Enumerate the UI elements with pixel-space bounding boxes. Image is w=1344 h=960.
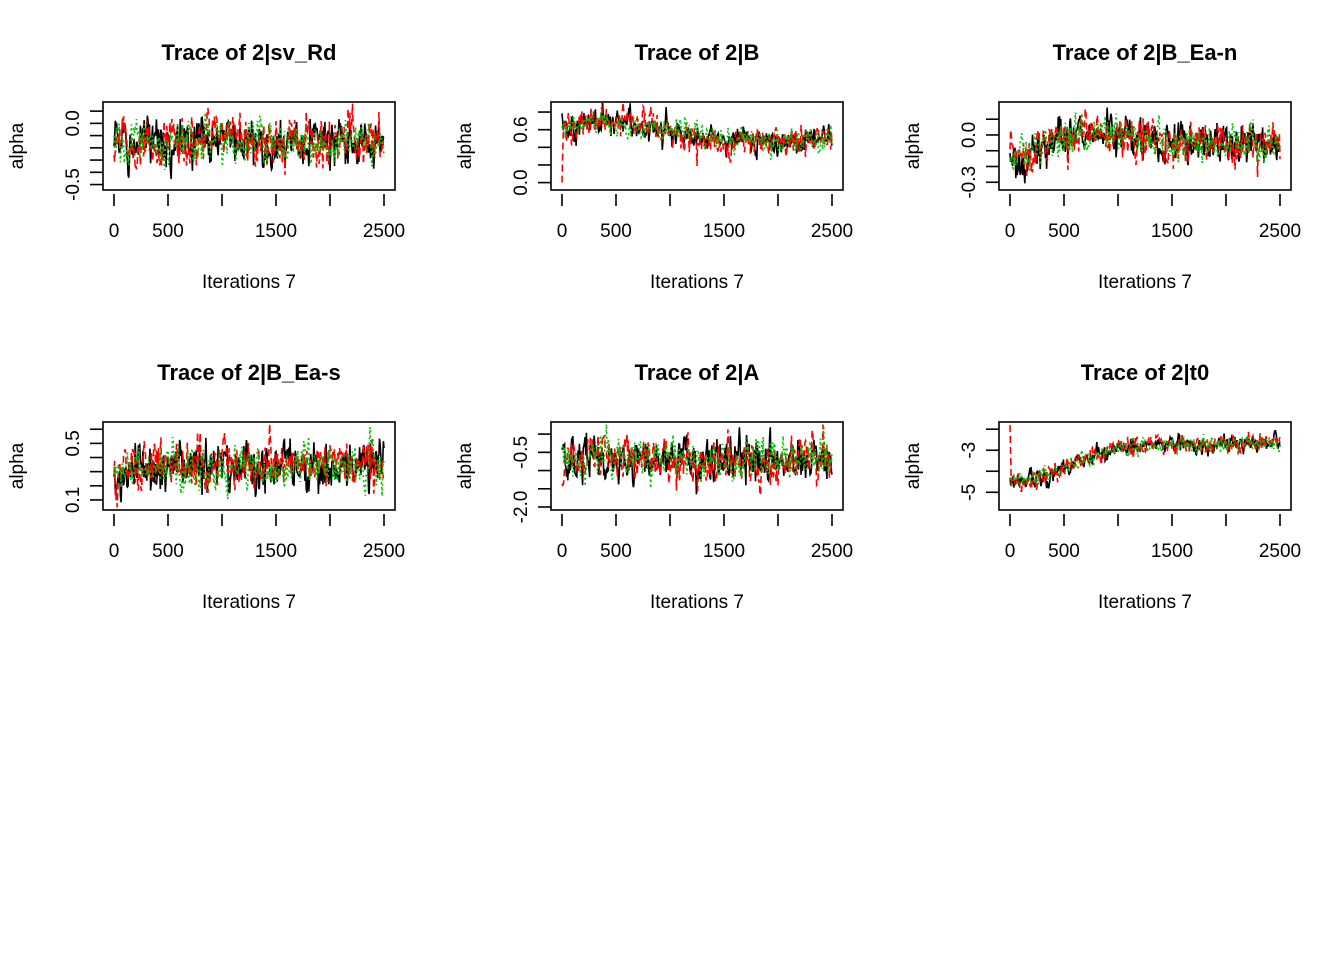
y-tick-label: -3 — [959, 442, 980, 459]
x-tick-label: 0 — [557, 541, 568, 562]
series-line-chain-3 — [1009, 433, 1281, 488]
trace-lines — [561, 103, 833, 183]
trace-panel-1: Trace of 2|sv_Rd 0 500 1500 2500 Iterations 7… — [7, 40, 405, 293]
y-tick-label: -0.5 — [511, 436, 532, 469]
x-axis-label: Iterations 7 — [650, 592, 744, 613]
y-tick-label: 0.0 — [63, 110, 84, 136]
x-tick-label: 1500 — [1151, 541, 1193, 562]
y-axis: -3 -5 — [959, 428, 999, 501]
x-tick-label: 1500 — [255, 541, 297, 562]
x-tick-label: 500 — [152, 541, 184, 562]
plot-frame — [550, 421, 844, 511]
panel-title: Trace of 2|B_Ea-n — [1053, 40, 1238, 65]
x-tick-label: 0 — [1005, 541, 1016, 562]
series-line-chain-3 — [113, 427, 385, 500]
y-tick-label: -0.3 — [959, 166, 980, 199]
trace-lines — [1009, 107, 1281, 184]
series-line-chain-2 — [1009, 424, 1281, 494]
y-axis: 0.0 -0.3 — [959, 118, 999, 199]
trace-lines — [561, 424, 833, 496]
trace-panel-4: Trace of 2|B_Ea-s 0 500 1500 2500 Iterations … — [7, 360, 405, 613]
x-tick-label: 500 — [1048, 541, 1080, 562]
trace-lines — [113, 103, 385, 180]
x-tick-label: 500 — [1048, 221, 1080, 242]
x-tick-label: 1500 — [255, 221, 297, 242]
plot-frame — [102, 421, 396, 511]
y-axis-label: alpha — [7, 122, 28, 169]
trace-panel-3: Trace of 2|B_Ea-n 0 500 1500 2500 Iterations … — [903, 40, 1301, 293]
plot-frame — [102, 101, 396, 191]
plot-frame — [998, 421, 1292, 511]
x-tick-label: 1500 — [703, 221, 745, 242]
x-tick-label: 0 — [1005, 221, 1016, 242]
x-tick-label: 2500 — [1259, 221, 1301, 242]
series-line-chain-3 — [113, 112, 385, 171]
x-axis-label: Iterations 7 — [650, 272, 744, 293]
y-tick-label: 0.1 — [63, 487, 84, 513]
panel-title: Trace of 2|sv_Rd — [162, 40, 337, 65]
x-tick-label: 2500 — [363, 221, 405, 242]
panel-title: Trace of 2|A — [635, 360, 760, 385]
x-tick-label: 2500 — [1259, 541, 1301, 562]
plot-frame — [550, 101, 844, 191]
y-axis-label: alpha — [903, 442, 924, 489]
y-tick-label: 0.0 — [511, 169, 532, 195]
y-tick-label: -5 — [959, 484, 980, 501]
y-axis-label: alpha — [455, 122, 476, 169]
y-tick-label: -0.5 — [63, 168, 84, 201]
y-tick-label: 0.6 — [511, 116, 532, 142]
y-axis-label: alpha — [455, 442, 476, 489]
y-axis-label: alpha — [903, 122, 924, 169]
panel-title: Trace of 2|B — [635, 40, 760, 65]
x-axis-label: Iterations 7 — [1098, 272, 1192, 293]
x-tick-label: 500 — [600, 221, 632, 242]
trace-panel-5: Trace of 2|A 0 500 1500 2500 Iterations 7 -0.5… — [455, 360, 853, 613]
x-axis: 0 500 1500 2500 — [557, 194, 853, 242]
y-axis: 0.0 -0.5 — [63, 110, 103, 201]
x-axis-label: Iterations 7 — [202, 272, 296, 293]
x-tick-label: 2500 — [811, 541, 853, 562]
series-line-chain-2 — [1009, 108, 1281, 178]
x-tick-label: 2500 — [363, 541, 405, 562]
x-tick-label: 0 — [109, 541, 120, 562]
x-tick-label: 2500 — [811, 221, 853, 242]
x-axis: 0 500 1500 2500 — [109, 514, 405, 562]
y-axis: 0.0 0.6 — [511, 111, 551, 196]
series-line-chain-2 — [561, 424, 833, 496]
y-axis-label: alpha — [7, 442, 28, 489]
series-line-chain-3 — [1009, 112, 1281, 171]
x-axis: 0 500 1500 2500 — [109, 194, 405, 242]
panel-title: Trace of 2|B_Ea-s — [157, 360, 340, 385]
panel-title: Trace of 2|t0 — [1081, 360, 1209, 385]
x-tick-label: 1500 — [1151, 221, 1193, 242]
x-tick-label: 0 — [557, 221, 568, 242]
x-tick-label: 0 — [109, 221, 120, 242]
y-tick-label: 0.5 — [63, 430, 84, 456]
y-tick-label: 0.0 — [959, 122, 980, 148]
x-tick-label: 500 — [600, 541, 632, 562]
x-tick-label: 500 — [152, 221, 184, 242]
x-axis-label: Iterations 7 — [1098, 592, 1192, 613]
y-axis: 0.5 0.1 — [63, 428, 103, 513]
trace-lines — [113, 423, 385, 508]
x-axis: 0 500 1500 2500 — [557, 514, 853, 562]
series-line-chain-2 — [113, 423, 385, 508]
series-line-chain-3 — [561, 424, 833, 489]
series-line-chain-3 — [561, 111, 833, 160]
x-axis: 0 500 1500 2500 — [1005, 194, 1301, 242]
x-axis-label: Iterations 7 — [202, 592, 296, 613]
x-tick-label: 1500 — [703, 541, 745, 562]
trace-lines — [1009, 424, 1281, 494]
y-axis: -0.5 -2.0 — [511, 433, 551, 524]
x-axis: 0 500 1500 2500 — [1005, 514, 1301, 562]
y-tick-label: -2.0 — [511, 491, 532, 524]
plot-frame — [998, 101, 1292, 191]
series-line-chain-1 — [561, 103, 833, 161]
